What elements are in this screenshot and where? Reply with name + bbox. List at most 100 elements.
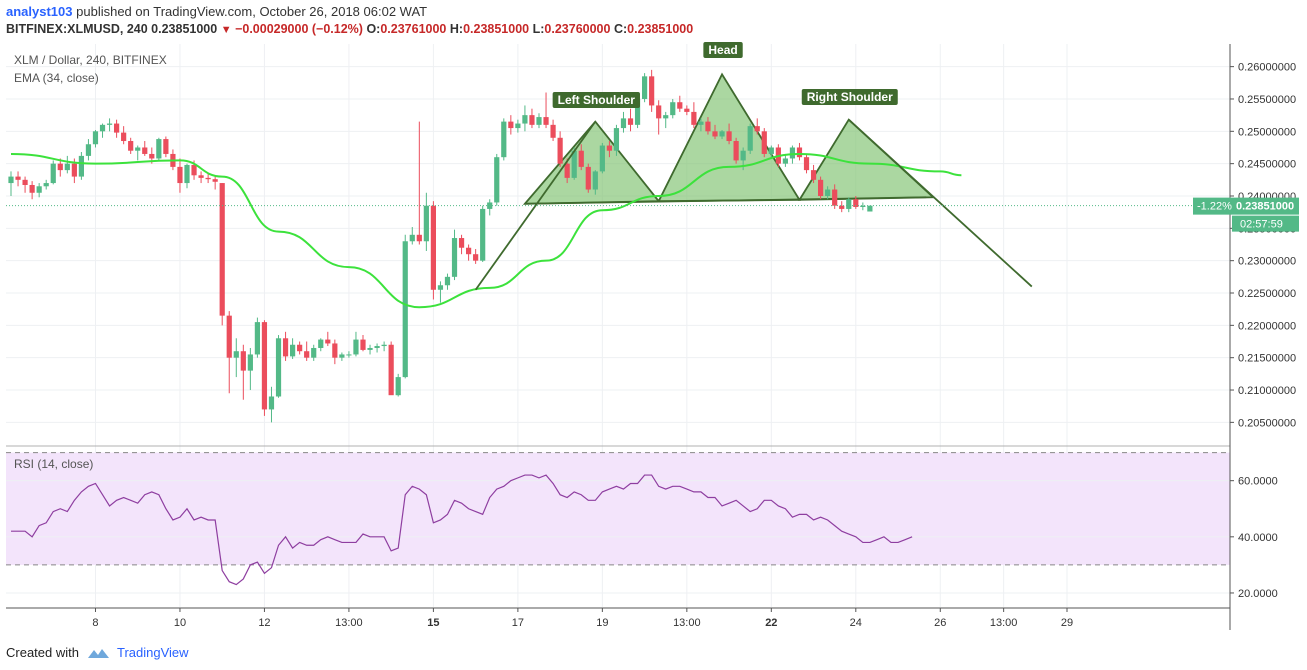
candle-body	[719, 131, 725, 137]
candle-body	[740, 150, 746, 161]
open-value: 0.23761000	[380, 22, 447, 36]
candle-body	[466, 247, 472, 255]
high-value: 0.23851000	[463, 22, 530, 36]
candle-body	[684, 108, 690, 112]
tradingview-brand[interactable]: TradingView	[116, 645, 189, 660]
candle-body	[529, 115, 535, 125]
last-price: 0.23851000	[151, 22, 218, 36]
candle-body	[78, 155, 84, 177]
candle-body	[515, 123, 521, 129]
candle-body	[501, 121, 507, 158]
candle-body	[508, 121, 514, 129]
time-tick-label: 15	[427, 617, 439, 629]
candle-body	[367, 347, 373, 350]
footer: Created with TradingView	[6, 645, 189, 660]
candle-body	[853, 199, 859, 207]
time-tick-label: 24	[850, 617, 862, 629]
candle-body	[297, 344, 303, 352]
trend-lines	[6, 119, 1230, 291]
badge-price: 0.23851000	[1236, 201, 1294, 213]
candle-body	[318, 339, 324, 348]
close-label: C:	[613, 22, 628, 36]
candle-body	[332, 343, 338, 358]
candle-body	[430, 205, 436, 290]
price-tick-label: 0.23000000	[1238, 256, 1296, 268]
candle-body	[43, 183, 49, 187]
candle-body	[494, 157, 500, 203]
candle-body	[339, 354, 345, 358]
candle-body	[747, 126, 753, 151]
time-tick-label: 13:00	[335, 617, 363, 629]
candle-body	[839, 205, 845, 209]
rsi-band-fill	[6, 452, 1230, 565]
candle-body	[423, 205, 429, 242]
ema-line	[10, 152, 962, 309]
right-trend-line	[848, 119, 1033, 288]
candle-body	[8, 176, 14, 184]
time-tick-label: 22	[765, 617, 777, 629]
price-tick-label: 0.24500000	[1238, 159, 1296, 171]
candle-body	[691, 111, 697, 125]
candle-body	[768, 147, 774, 154]
candle-body	[613, 128, 620, 151]
published-text: published on TradingView.com, October 26…	[76, 4, 428, 19]
candle-body	[677, 102, 683, 109]
candle-body	[782, 158, 788, 164]
candle-body	[15, 176, 21, 180]
candle-body	[451, 238, 458, 277]
rsi-polyline	[11, 474, 913, 586]
candle-body	[761, 131, 767, 154]
price-chart[interactable]: 0.26000000 0.25500000 0.25000000 0.24500000…	[0, 0, 1307, 640]
ema-curve	[10, 152, 962, 309]
candle-body	[163, 139, 169, 154]
price-tick-label: 0.21500000	[1238, 353, 1296, 365]
candle-body	[726, 131, 732, 142]
low-value: 0.23760000	[544, 22, 611, 36]
candle-body	[85, 144, 92, 156]
candle-body	[458, 238, 465, 248]
candle-body	[712, 131, 718, 137]
left-shoulder-tag: Left Shoulder	[552, 92, 640, 108]
candle-body	[402, 241, 408, 378]
candle-body	[254, 322, 260, 355]
candle-body	[325, 339, 331, 344]
candles[interactable]	[8, 69, 873, 423]
candle-body	[480, 208, 486, 261]
candle-body	[642, 76, 648, 99]
price-tick-label: 0.22500000	[1238, 288, 1296, 300]
open-label: O:	[366, 22, 381, 36]
symbol-label: BITFINEX:XLMUSD, 240	[6, 22, 148, 36]
candle-body	[536, 117, 542, 125]
candle-body	[867, 205, 873, 212]
candle-body	[282, 338, 289, 357]
low-label: L:	[532, 22, 545, 36]
candle-body	[620, 118, 627, 129]
candle-body	[346, 354, 352, 356]
candle-body	[656, 105, 662, 119]
candle-body	[156, 139, 162, 159]
candle-body	[634, 98, 641, 125]
candle-body	[114, 123, 120, 133]
publish-line: analyst103 published on TradingView.com,…	[6, 4, 427, 19]
candle-body	[832, 189, 838, 206]
candle-body	[22, 179, 28, 185]
candle-body	[304, 351, 310, 358]
candle-body	[585, 166, 591, 190]
badge-percent: -1.22%	[1197, 201, 1232, 213]
candle-body	[128, 141, 134, 151]
close-value: 0.23851000	[627, 22, 694, 36]
badge-countdown: 02:57:59	[1240, 219, 1283, 231]
candle-body	[219, 183, 225, 316]
price-tick-label: 0.25000000	[1238, 126, 1296, 138]
author-link[interactable]: analyst103	[6, 4, 73, 19]
high-label: H:	[449, 22, 464, 36]
candle-body	[205, 177, 211, 180]
candle-body	[381, 344, 387, 347]
candle-body	[705, 121, 711, 132]
candle-body	[473, 254, 479, 261]
candle-body	[57, 163, 63, 171]
candle-body	[177, 166, 183, 184]
candle-body	[64, 163, 70, 171]
candle-body	[409, 234, 415, 242]
time-tick-label: 10	[174, 617, 186, 629]
